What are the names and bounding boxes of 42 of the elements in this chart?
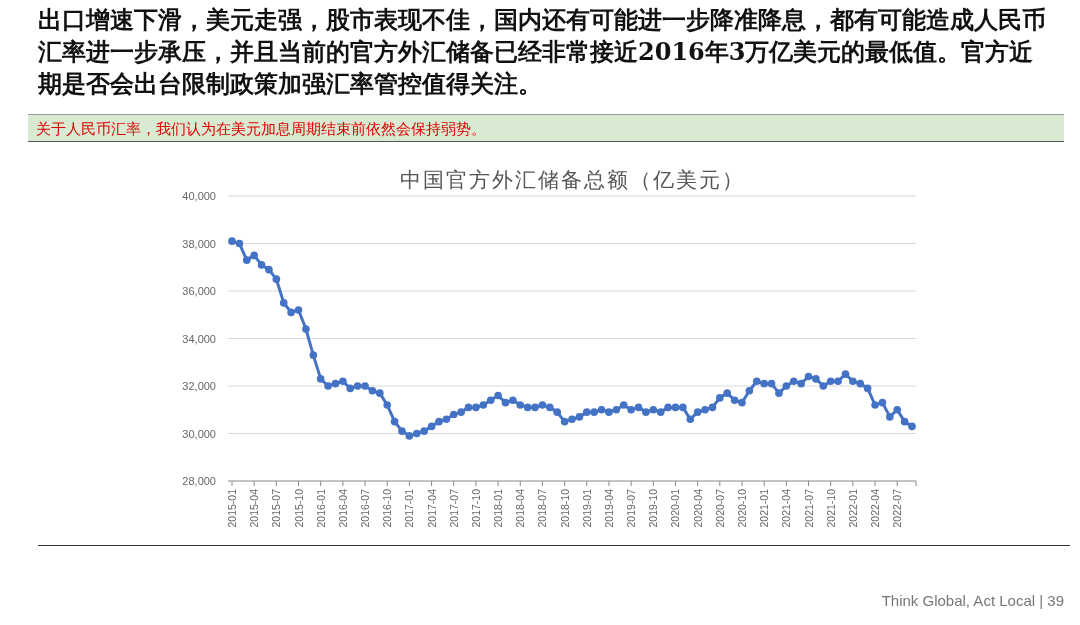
x-tick-label: 2022-07 <box>891 488 904 528</box>
y-tick-label: 36,000 <box>182 285 216 297</box>
x-tick-label: 2021-07 <box>802 488 815 528</box>
x-tick-label: 2019-10 <box>647 488 660 528</box>
x-tick-label: 2021-04 <box>780 488 793 528</box>
text: 关于人民币汇率，我们认为在美元加息周期结束前依然会保持弱势。 <box>28 114 1064 142</box>
x-tick-label: 2019-04 <box>602 488 615 528</box>
x-tick-label: 2017-04 <box>425 488 438 528</box>
x-tick-label: 2020-01 <box>669 488 682 528</box>
x-tick-label: 2018-01 <box>492 488 505 528</box>
y-tick-label: 38,000 <box>182 237 216 250</box>
y-tick-label: 30,000 <box>182 427 216 440</box>
x-tick-label: 2021-01 <box>758 488 771 528</box>
x-tick-label: 2015-01 <box>226 488 238 528</box>
y-tick-label: 32,000 <box>182 380 216 392</box>
x-tick-label: 2015-07 <box>270 488 283 528</box>
x-tick-label: 2017-01 <box>403 488 416 528</box>
text: 出口增速下滑，美元走强，股市表现不佳，国内还有可能进一步降准降息，都有可能造成人民币汇率进一步承压，并且当前的官方外汇储备已经非常接近2016年3万亿美元的最低值。官方近期是否会出台限制政策加强汇率管控值得关注。 <box>38 4 1047 100</box>
x-tick-label: 2019-01 <box>580 488 593 528</box>
x-tick-label: 2015-04 <box>248 488 261 528</box>
x-tick-label: 2020-04 <box>691 488 704 528</box>
x-tick-label: 2017-07 <box>447 488 460 528</box>
x-tick-label: 2018-10 <box>558 488 571 528</box>
chart-title: 中国官方外汇储备总额（亿美元） <box>399 168 745 192</box>
x-tick-label: 2022-01 <box>846 488 859 528</box>
x-tick-label: 2020-10 <box>736 488 748 528</box>
y-tick-label: 34,000 <box>182 332 216 345</box>
x-tick-label: 2016-10 <box>381 488 394 528</box>
text: Think Global, Act Local | 39 <box>881 592 1064 609</box>
x-tick-label: 2022-04 <box>869 488 882 528</box>
x-tick-label: 2016-07 <box>359 488 372 528</box>
y-tick-label: 40,000 <box>182 190 216 202</box>
x-tick-label: 2015-10 <box>292 488 305 528</box>
x-tick-label: 2017-10 <box>469 488 482 528</box>
x-tick-label: 2016-01 <box>314 488 327 528</box>
x-tick-label: 2018-07 <box>536 488 549 528</box>
x-tick-label: 2020-07 <box>713 488 726 528</box>
x-tick-label: 2016-04 <box>336 488 349 528</box>
x-tick-label: 2021-10 <box>824 488 837 528</box>
y-tick-label: 28,000 <box>182 475 216 487</box>
x-tick-label: 2018-04 <box>514 488 527 528</box>
x-tick-label: 2019-07 <box>625 488 638 528</box>
